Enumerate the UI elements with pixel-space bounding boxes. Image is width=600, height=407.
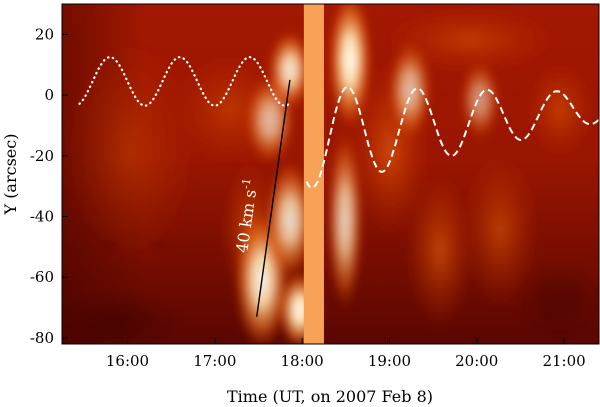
x-tick-label: 21:00 [542,352,585,370]
y-axis-title: Y (arcsec) [1,134,20,216]
y-axis: 20 0 -20 -40 -60 -80 [30,25,68,347]
x-tick-label: 17:00 [193,352,236,370]
oscillation-trace-dashed [305,85,599,189]
y-tick-label: -60 [30,268,54,286]
x-axis: 16:00 17:00 18:00 19:00 20:00 21:00 [106,338,586,370]
oscillation-trace-dotted [78,55,291,107]
data-gap-band [303,4,324,344]
y-tick-label: 20 [35,25,54,43]
y-tick-label: -20 [30,147,54,165]
plot-area: 40 km s-1 [62,4,599,344]
y-tick-label: -80 [30,329,54,347]
x-axis-title: Time (UT, on 2007 Feb 8) [227,387,433,406]
x-tick-label: 20:00 [455,352,498,370]
y-tick-label: 0 [44,86,54,104]
speed-annotation-superscript: -1 [239,177,253,189]
y-tick-label: -40 [30,208,54,226]
heatmap-intensity-left [62,30,322,344]
x-tick-label: 18:00 [281,352,324,370]
x-tick-label: 19:00 [368,352,411,370]
speed-fit-line [256,79,291,317]
plot-frame [61,3,600,345]
x-tick-label: 16:00 [106,352,149,370]
heatmap-intensity-right [327,4,599,340]
